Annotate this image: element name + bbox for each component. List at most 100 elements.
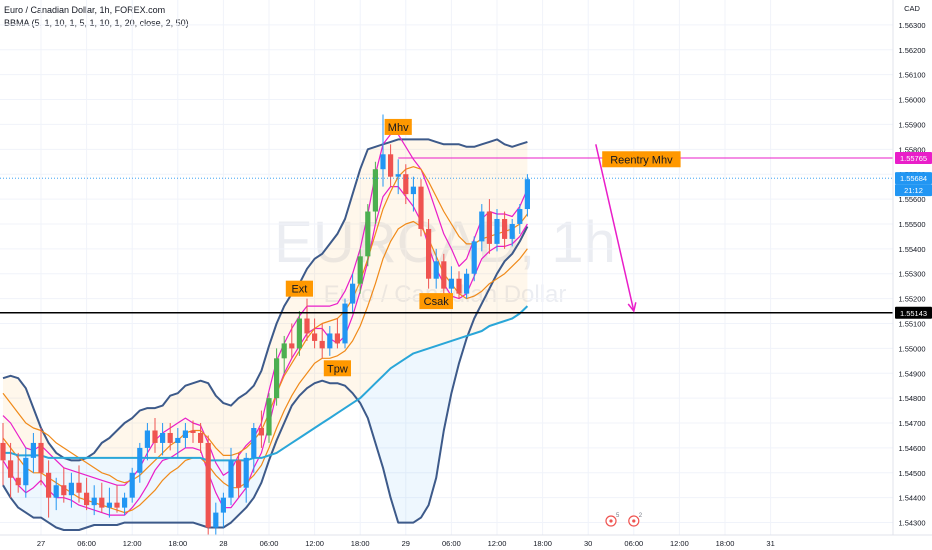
annotation-mhv[interactable]: Mhv xyxy=(384,118,412,135)
candle-body[interactable] xyxy=(456,278,462,294)
candle-body[interactable] xyxy=(517,209,523,224)
candle-body[interactable] xyxy=(213,512,219,528)
candle-body[interactable] xyxy=(448,278,454,289)
chart-header: Euro / Canadian Dollar, 1h, FOREX.com BB… xyxy=(4,4,189,30)
candle-body[interactable] xyxy=(190,430,196,433)
candle-body[interactable] xyxy=(357,256,363,284)
candle-body[interactable] xyxy=(46,472,52,498)
x-tick-label: 31 xyxy=(766,539,774,548)
candle-body[interactable] xyxy=(524,179,530,210)
symbol-title[interactable]: Euro / Canadian Dollar, 1h, FOREX.com xyxy=(4,5,166,15)
candle-body[interactable] xyxy=(91,497,97,506)
candle-body[interactable] xyxy=(327,333,333,349)
candle-body[interactable] xyxy=(418,186,424,229)
candle-body[interactable] xyxy=(312,333,318,341)
candle-body[interactable] xyxy=(372,169,378,212)
candle-body[interactable] xyxy=(167,432,173,443)
economic-event-icon[interactable]: 5 xyxy=(605,513,620,527)
candle-body[interactable] xyxy=(251,428,257,458)
candle-body[interactable] xyxy=(129,472,135,498)
candle-body[interactable] xyxy=(342,303,348,344)
candle-body[interactable] xyxy=(486,211,492,244)
candle-body[interactable] xyxy=(395,174,401,177)
candle-body[interactable] xyxy=(198,432,204,443)
candle-body[interactable] xyxy=(266,398,272,436)
event-dot xyxy=(632,519,636,523)
candle-body[interactable] xyxy=(152,430,158,443)
candle-body[interactable] xyxy=(76,482,82,493)
annotation-reentry-mhv[interactable]: Reentry Mhv xyxy=(602,151,681,168)
annotation-label: Tpw xyxy=(327,363,348,375)
candle-body[interactable] xyxy=(23,457,29,486)
candle-body[interactable] xyxy=(137,447,143,473)
candle-body[interactable] xyxy=(296,318,302,349)
candle-body[interactable] xyxy=(236,460,242,488)
time-axis[interactable]: 27 06:00 12:00 18:00 28 06:00 12:00 18:00 29 06:0… xyxy=(0,534,932,550)
candle-body[interactable] xyxy=(304,318,310,334)
x-tick-label: 06:00 xyxy=(260,539,279,548)
economic-event-icon[interactable]: 2 xyxy=(628,513,643,527)
event-count: 2 xyxy=(639,513,643,519)
annotation-label: Mhv xyxy=(388,122,409,134)
candle-body[interactable] xyxy=(144,430,150,448)
candle-body[interactable] xyxy=(160,432,166,443)
annotation-csak[interactable]: Csak xyxy=(419,293,453,310)
indicator-legend[interactable]: BBMA (5, 1, 10, 1, 5, 1, 10, 1, 20, clos… xyxy=(4,18,189,28)
candle-body[interactable] xyxy=(205,442,211,528)
annotation-tpw[interactable]: Tpw xyxy=(323,360,351,377)
drawings[interactable]: Ext Tpw Csak Mhv Reentry Mhv 5 2 xyxy=(0,118,893,527)
candle-body[interactable] xyxy=(388,154,394,177)
candle-body[interactable] xyxy=(410,186,416,195)
candle-body[interactable] xyxy=(380,154,386,170)
candle-body[interactable] xyxy=(433,261,439,279)
candle-body[interactable] xyxy=(220,497,226,513)
lower-band-line xyxy=(2,226,529,531)
candle-body[interactable] xyxy=(426,228,432,279)
candle-body[interactable] xyxy=(350,283,356,304)
candle-body[interactable] xyxy=(502,218,508,239)
candle-body[interactable] xyxy=(53,485,59,498)
annotation-ext[interactable]: Ext xyxy=(285,280,313,297)
forecast-arrow[interactable] xyxy=(595,144,635,312)
candle-body[interactable] xyxy=(403,174,409,195)
reentry-price-tag: 1.55765 xyxy=(900,154,927,163)
candle-body[interactable] xyxy=(8,460,14,478)
candle-body[interactable] xyxy=(464,273,470,294)
candle-body[interactable] xyxy=(334,333,340,344)
candle-body[interactable] xyxy=(319,340,325,349)
candle-body[interactable] xyxy=(274,358,280,399)
y-tick-label: 1.54600 xyxy=(898,444,925,453)
candle-body[interactable] xyxy=(15,477,21,486)
candle-body[interactable] xyxy=(30,442,36,458)
candle-body[interactable] xyxy=(479,211,485,242)
candles[interactable] xyxy=(0,114,530,535)
countdown-tag: 21:12 xyxy=(904,186,923,195)
candle-body[interactable] xyxy=(68,482,74,496)
candle-body[interactable] xyxy=(365,211,371,257)
candle-body[interactable] xyxy=(182,430,188,438)
candle-body[interactable] xyxy=(175,437,181,443)
candle-body[interactable] xyxy=(38,442,44,473)
price-axis[interactable]: CAD 1.56300 1.56200 1.56100 1.56000 1.55900 1… xyxy=(892,0,932,535)
candle-body[interactable] xyxy=(228,460,234,498)
candle-body[interactable] xyxy=(509,223,515,239)
y-tick-label: 1.54800 xyxy=(898,394,925,403)
candle-body[interactable] xyxy=(471,241,477,274)
candle-body[interactable] xyxy=(289,343,295,349)
candle-body[interactable] xyxy=(258,428,264,436)
candle-body[interactable] xyxy=(441,261,447,289)
annotation-label: Reentry Mhv xyxy=(610,154,673,166)
candle-body[interactable] xyxy=(106,502,112,508)
y-tick-label: 1.56100 xyxy=(898,71,925,80)
candle-body[interactable] xyxy=(281,343,287,359)
candle-body[interactable] xyxy=(0,442,6,461)
candle-body[interactable] xyxy=(122,497,128,508)
candle-body[interactable] xyxy=(494,218,500,244)
candle-body[interactable] xyxy=(84,492,90,506)
candle-body[interactable] xyxy=(114,502,120,508)
candle-body[interactable] xyxy=(61,485,67,496)
x-tick-label: 28 xyxy=(219,539,227,548)
candle-body[interactable] xyxy=(243,457,249,488)
candle-body[interactable] xyxy=(99,497,105,508)
